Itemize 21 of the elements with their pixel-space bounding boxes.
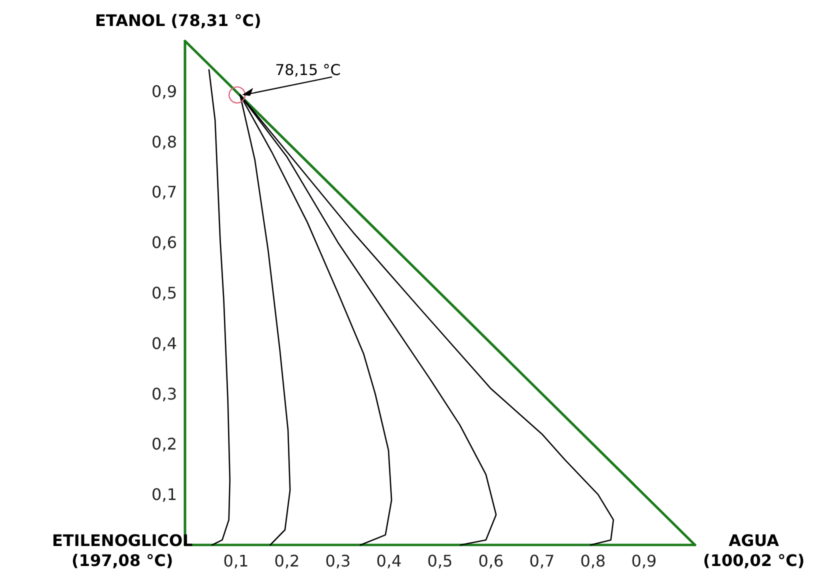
x-tick-label: 0,8 — [580, 552, 606, 570]
y-tick-label: 0,5 — [152, 284, 177, 302]
x-tick-label: 0,6 — [478, 552, 504, 570]
annotation: AGUA (100,02 °C) — [703, 531, 805, 571]
x-tick-label: 0,7 — [529, 552, 555, 570]
x-tick-label: 0,4 — [376, 552, 402, 570]
y-tick-label: 0,4 — [152, 334, 177, 353]
x-tick-label: 0,1 — [223, 552, 249, 570]
y-tick-label: 0,9 — [152, 82, 177, 101]
y-tick-label: 0,3 — [152, 384, 177, 404]
x-tick-label: 0,2 — [274, 552, 300, 570]
annotation: ETANOL (78,31 °C) — [95, 11, 262, 31]
x-tick-label: 0,5 — [427, 552, 453, 570]
y-tick-label: 0,8 — [152, 132, 177, 152]
y-tick-label: 0,2 — [152, 434, 177, 454]
x-tick-label: 0,3 — [325, 552, 351, 570]
x-tick-label: 0,9 — [631, 552, 657, 570]
annotation: 78,15 °C — [275, 60, 341, 80]
y-tick-label: 0,7 — [152, 182, 177, 202]
y-tick-label: 0,1 — [152, 485, 177, 504]
y-tick-label: 0,6 — [152, 233, 177, 252]
